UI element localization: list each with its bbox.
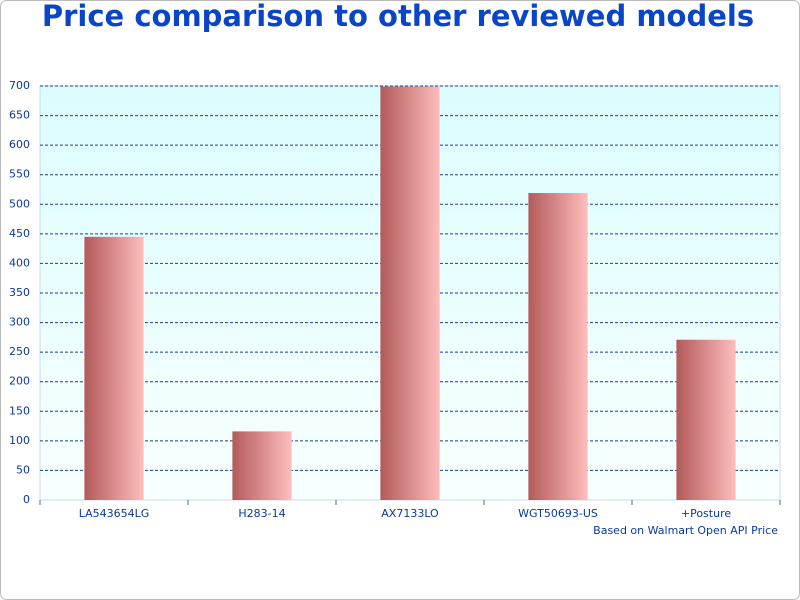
y-tick-label: 550: [9, 168, 30, 181]
x-tick-label: H283-14: [238, 507, 285, 520]
y-tick-label: 650: [9, 109, 30, 122]
x-tick-label: WGT50693-US: [518, 507, 598, 520]
y-tick-label: 350: [9, 286, 30, 299]
bar: [528, 193, 588, 500]
y-tick-label: 250: [9, 345, 30, 358]
x-tick-label: AX7133LO: [381, 507, 439, 520]
y-tick-label: 0: [23, 493, 30, 506]
y-tick-label: 200: [9, 375, 30, 388]
x-tick-label: LA543654LG: [79, 507, 150, 520]
bar: [380, 86, 440, 500]
bar: [84, 236, 144, 501]
y-tick-label: 400: [9, 256, 30, 269]
chart-title: Price comparison to other reviewed model…: [42, 0, 754, 33]
y-tick-label: 600: [9, 138, 30, 151]
y-tick-label: 100: [9, 434, 30, 447]
bar: [232, 431, 292, 500]
y-tick-label: 50: [16, 463, 30, 476]
bar: [676, 339, 736, 500]
y-tick-label: 500: [9, 197, 30, 210]
x-tick-label: +Posture: [681, 507, 731, 520]
y-tick-label: 450: [9, 227, 30, 240]
y-tick-label: 300: [9, 316, 30, 329]
y-tick-label: 150: [9, 404, 30, 417]
note: Based on Walmart Open API Price: [593, 524, 778, 537]
y-tick-label: 700: [9, 79, 30, 92]
